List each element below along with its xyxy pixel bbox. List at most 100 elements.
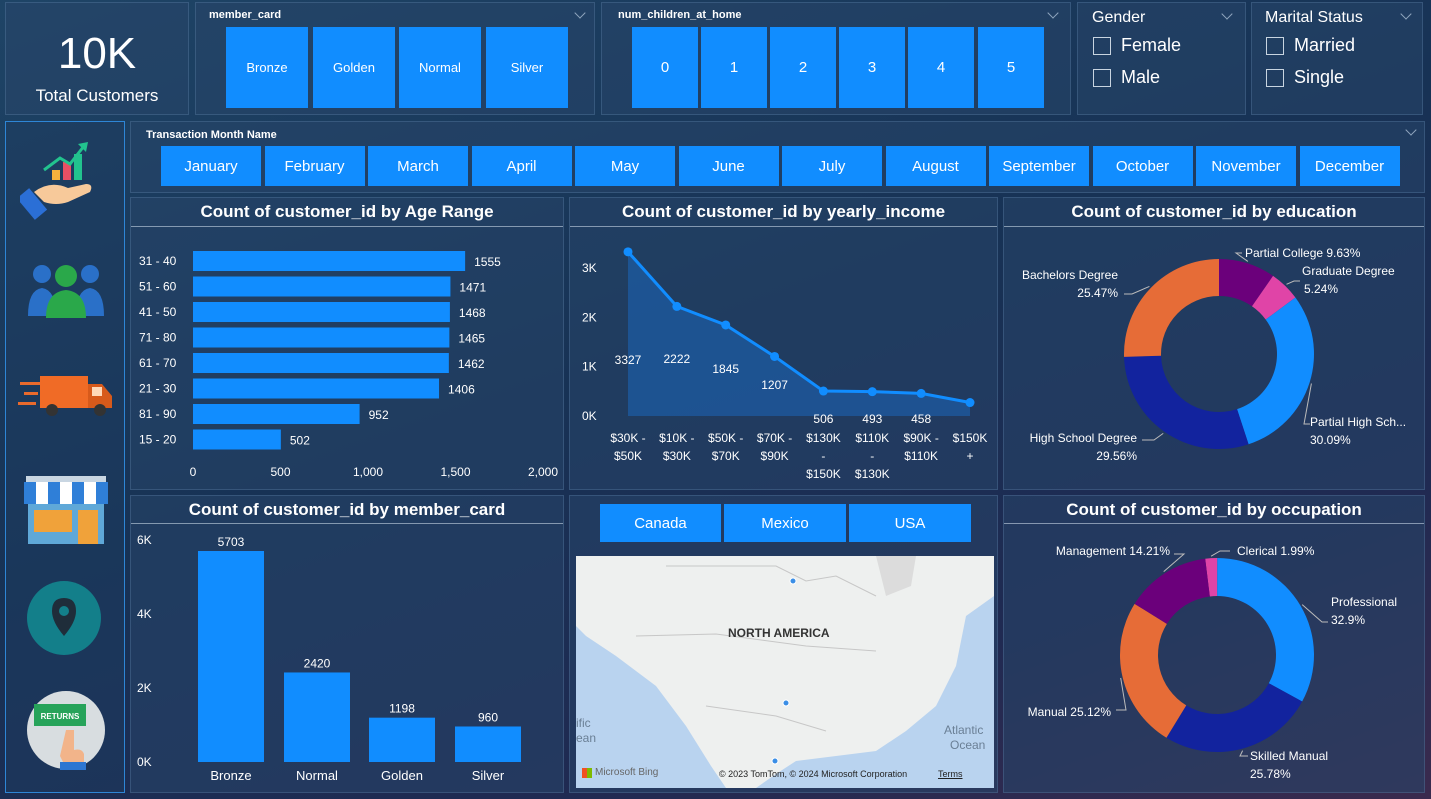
occupation-label-pct: 25.78% [1250,767,1291,781]
marital-option-married[interactable]: Married [1266,35,1355,56]
education-leader-line [1303,383,1312,425]
sales-hand-icon[interactable] [16,140,106,220]
member-card-option-silver[interactable]: Silver [486,27,568,108]
income-area [628,251,970,416]
chevron-down-icon[interactable] [1047,7,1059,19]
month-option-december[interactable]: December [1299,146,1400,186]
occupation-chart: Count of customer_id by occupation Cleri… [1003,495,1425,793]
age-data-label: 1465 [458,332,485,346]
month-option-january[interactable]: January [161,146,261,186]
chevron-down-icon[interactable] [574,7,586,19]
gender-slicer: Gender Female Male [1077,2,1246,115]
income-point [867,387,877,397]
location-pin-icon[interactable] [26,580,102,656]
age-category-label: 41 - 50 [139,305,177,319]
chevron-down-icon[interactable] [1221,8,1233,20]
income-chart-plot: 0K 1K 2K 3K 3327 $30K - $50K 2222 $10K - $30K 1845… [582,247,988,481]
gender-option-male[interactable]: Male [1093,67,1160,88]
occupation-leader-line [1163,553,1186,572]
income-chart-title: Count of customer_id by yearly_income [621,202,946,221]
age-bar [193,302,450,322]
occupation-label-name: Management 14.21% [1056,544,1170,558]
nav-sidebar: RETURNS [5,121,125,793]
age-data-label: 952 [369,408,389,422]
member-y-tick: 0K [137,755,152,769]
member-y-tick: 6K [137,533,152,547]
age-category-label: 15 - 20 [139,433,177,447]
country-map-panel: Canada Mexico USA NORTH AMERICA ific ean… [569,495,998,793]
children-option-5[interactable]: 5 [978,27,1044,108]
children-option-3[interactable]: 3 [839,27,905,108]
kpi-card: 10K Total Customers [5,2,189,115]
gender-slicer-title: Gender [1092,9,1146,26]
children-option-2[interactable]: 2 [770,27,836,108]
month-slicer: Transaction Month Name January February Ma… [130,121,1425,193]
income-data-label: 493 [862,412,882,426]
age-bar [193,378,440,399]
delivery-truck-icon[interactable] [18,372,114,418]
education-slice [1124,259,1219,357]
occupation-label-name: Manual 25.12% [1028,705,1112,719]
map-terms-link[interactable]: Terms [938,769,963,779]
month-option-march[interactable]: March [368,146,468,186]
age-data-label: 1555 [474,255,501,269]
month-option-october[interactable]: October [1092,146,1193,186]
education-label-name: High School Degree [1030,431,1138,445]
children-option-4[interactable]: 4 [908,27,974,108]
education-leader-line [1234,252,1249,262]
store-front-icon[interactable] [22,476,110,546]
age-chart-plot: 31 - 40 1555 51 - 60 1471 41 - 50 1468 71 - 80… [139,251,558,479]
member-data-label: 1198 [389,702,415,716]
month-option-july[interactable]: July [782,146,882,186]
marital-option-single[interactable]: Single [1266,67,1344,88]
title-underline [1004,226,1424,227]
education-label-name: Partial High Sch... [1310,415,1406,429]
chevron-down-icon[interactable] [1405,124,1417,136]
member-x-tick: Normal [296,768,338,783]
month-option-august[interactable]: August [885,146,986,186]
children-option-0[interactable]: 0 [632,27,698,108]
month-option-june[interactable]: June [678,146,779,186]
map-ocean-left2: ean [576,731,597,745]
gender-option-female[interactable]: Female [1093,35,1181,56]
member-card-option-normal[interactable]: Normal [399,27,481,108]
checkbox[interactable] [1266,36,1284,55]
month-option-september[interactable]: September [989,146,1089,186]
income-point [672,301,682,311]
member-x-tick: Silver [472,768,505,783]
education-slice [1237,297,1314,445]
member-card-option-golden[interactable]: Golden [313,27,395,108]
chevron-down-icon[interactable] [1400,8,1412,20]
income-y-tick: 1K [582,360,597,374]
education-label-pct: 25.47% [1077,286,1118,300]
customers-group-icon[interactable] [26,260,106,318]
checkbox[interactable] [1093,36,1111,55]
member-y-tick: 4K [137,607,152,621]
returns-sign-icon[interactable]: RETURNS [26,690,106,770]
kpi-value: 10K [57,29,137,78]
checkbox[interactable] [1093,68,1111,87]
occupation-leader-line [1116,677,1127,711]
country-option-canada[interactable]: Canada [600,504,721,542]
income-point [770,351,780,361]
month-option-april[interactable]: April [471,146,572,186]
month-option-may[interactable]: May [575,146,675,186]
age-category-label: 81 - 90 [139,407,177,421]
education-label-name: Partial College 9.63% [1245,246,1361,260]
age-x-tick: 500 [270,465,290,479]
country-option-usa[interactable]: USA [849,504,971,542]
children-option-1[interactable]: 1 [701,27,767,108]
month-option-november[interactable]: November [1196,146,1296,186]
occupation-slice [1217,558,1314,702]
member-card-option-bronze[interactable]: Bronze [226,27,308,108]
occupation-leader-line [1210,550,1230,557]
income-data-label: 458 [911,412,931,426]
income-x-tick: $150K [953,431,988,445]
checkbox[interactable] [1266,68,1284,87]
map[interactable]: NORTH AMERICA ific ean Atlantic Ocean Mi… [576,556,994,788]
month-option-february[interactable]: February [264,146,365,186]
member-card-slicer: member_card Bronze Golden Normal Silver [195,2,595,115]
country-option-mexico[interactable]: Mexico [724,504,846,542]
marital-slicer: Marital Status Married Single [1251,2,1423,115]
member-card-slicer-title: member_card [209,9,282,21]
